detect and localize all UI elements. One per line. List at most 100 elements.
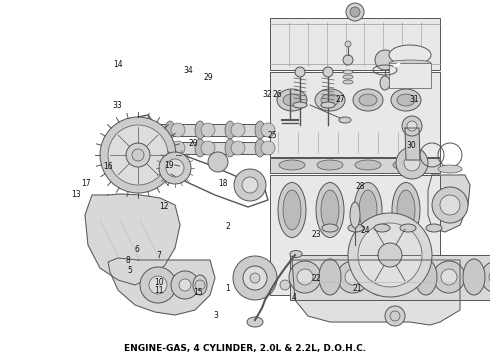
Text: 27: 27 (336, 94, 345, 104)
Bar (270, 175, 440, 295)
Ellipse shape (426, 224, 442, 232)
Ellipse shape (195, 121, 205, 139)
Text: 14: 14 (113, 60, 122, 69)
Text: 29: 29 (203, 73, 213, 82)
Circle shape (261, 141, 275, 155)
Circle shape (171, 123, 185, 137)
Ellipse shape (165, 121, 175, 139)
Text: 32: 32 (262, 90, 272, 99)
Circle shape (231, 141, 245, 155)
Circle shape (420, 280, 430, 290)
Circle shape (295, 67, 305, 77)
Circle shape (432, 187, 468, 223)
Ellipse shape (389, 76, 431, 82)
Bar (270, 18, 440, 70)
Circle shape (126, 143, 150, 167)
Ellipse shape (343, 80, 353, 84)
Ellipse shape (321, 94, 339, 106)
Bar (270, 158, 440, 173)
Ellipse shape (374, 224, 390, 232)
Polygon shape (85, 194, 180, 285)
Text: 26: 26 (272, 90, 282, 99)
Text: 33: 33 (113, 101, 122, 110)
Ellipse shape (293, 102, 307, 108)
Ellipse shape (225, 121, 235, 139)
Text: 22: 22 (311, 274, 321, 283)
Circle shape (315, 280, 325, 290)
Text: 16: 16 (103, 162, 113, 171)
Circle shape (433, 261, 465, 293)
Text: 8: 8 (125, 256, 130, 265)
Circle shape (201, 141, 215, 155)
Circle shape (159, 152, 191, 184)
Text: 25: 25 (267, 131, 277, 140)
Circle shape (132, 149, 144, 161)
Text: 15: 15 (194, 288, 203, 297)
Ellipse shape (380, 76, 390, 90)
Circle shape (404, 155, 420, 171)
Circle shape (402, 116, 422, 136)
Circle shape (343, 55, 353, 65)
Text: 4: 4 (292, 292, 296, 302)
Circle shape (234, 169, 266, 201)
Ellipse shape (247, 317, 263, 327)
Circle shape (201, 123, 215, 137)
Text: 7: 7 (157, 251, 162, 260)
Ellipse shape (339, 117, 351, 123)
Ellipse shape (367, 259, 389, 295)
Ellipse shape (391, 89, 421, 111)
Circle shape (350, 280, 360, 290)
Circle shape (195, 280, 205, 290)
Ellipse shape (283, 94, 301, 106)
Circle shape (358, 223, 422, 287)
Circle shape (440, 195, 460, 215)
Ellipse shape (279, 160, 305, 170)
Ellipse shape (278, 183, 306, 238)
Ellipse shape (255, 121, 265, 139)
Circle shape (233, 256, 277, 300)
Circle shape (385, 280, 395, 290)
Circle shape (297, 269, 313, 285)
Text: 3: 3 (213, 311, 218, 320)
Circle shape (407, 121, 417, 131)
Circle shape (261, 123, 275, 137)
Circle shape (441, 269, 457, 285)
Ellipse shape (165, 139, 175, 157)
Text: 23: 23 (311, 230, 321, 239)
Circle shape (243, 266, 267, 290)
Text: 19: 19 (164, 161, 174, 170)
Ellipse shape (355, 160, 381, 170)
Circle shape (280, 280, 290, 290)
Circle shape (208, 152, 228, 172)
Circle shape (149, 276, 167, 294)
Bar (389, 63, 431, 88)
Text: 18: 18 (218, 179, 228, 188)
Polygon shape (108, 258, 215, 315)
Circle shape (250, 273, 260, 283)
Circle shape (348, 213, 432, 297)
Circle shape (345, 41, 351, 47)
Circle shape (396, 147, 428, 179)
Circle shape (289, 261, 321, 293)
Ellipse shape (316, 183, 344, 238)
Text: 34: 34 (184, 67, 194, 76)
Ellipse shape (195, 139, 205, 157)
Ellipse shape (389, 60, 431, 66)
Ellipse shape (397, 190, 415, 230)
Ellipse shape (389, 45, 431, 65)
Text: 10: 10 (154, 278, 164, 287)
Ellipse shape (359, 190, 377, 230)
Ellipse shape (255, 139, 265, 157)
Ellipse shape (438, 165, 462, 173)
Ellipse shape (354, 183, 382, 238)
Text: 21: 21 (353, 284, 363, 293)
Text: 6: 6 (135, 245, 140, 254)
Text: 11: 11 (154, 286, 164, 295)
Circle shape (393, 269, 409, 285)
Circle shape (171, 141, 185, 155)
Circle shape (100, 117, 176, 193)
Polygon shape (405, 128, 420, 160)
Text: 5: 5 (127, 266, 132, 275)
Text: 17: 17 (81, 179, 91, 188)
Ellipse shape (353, 89, 383, 111)
